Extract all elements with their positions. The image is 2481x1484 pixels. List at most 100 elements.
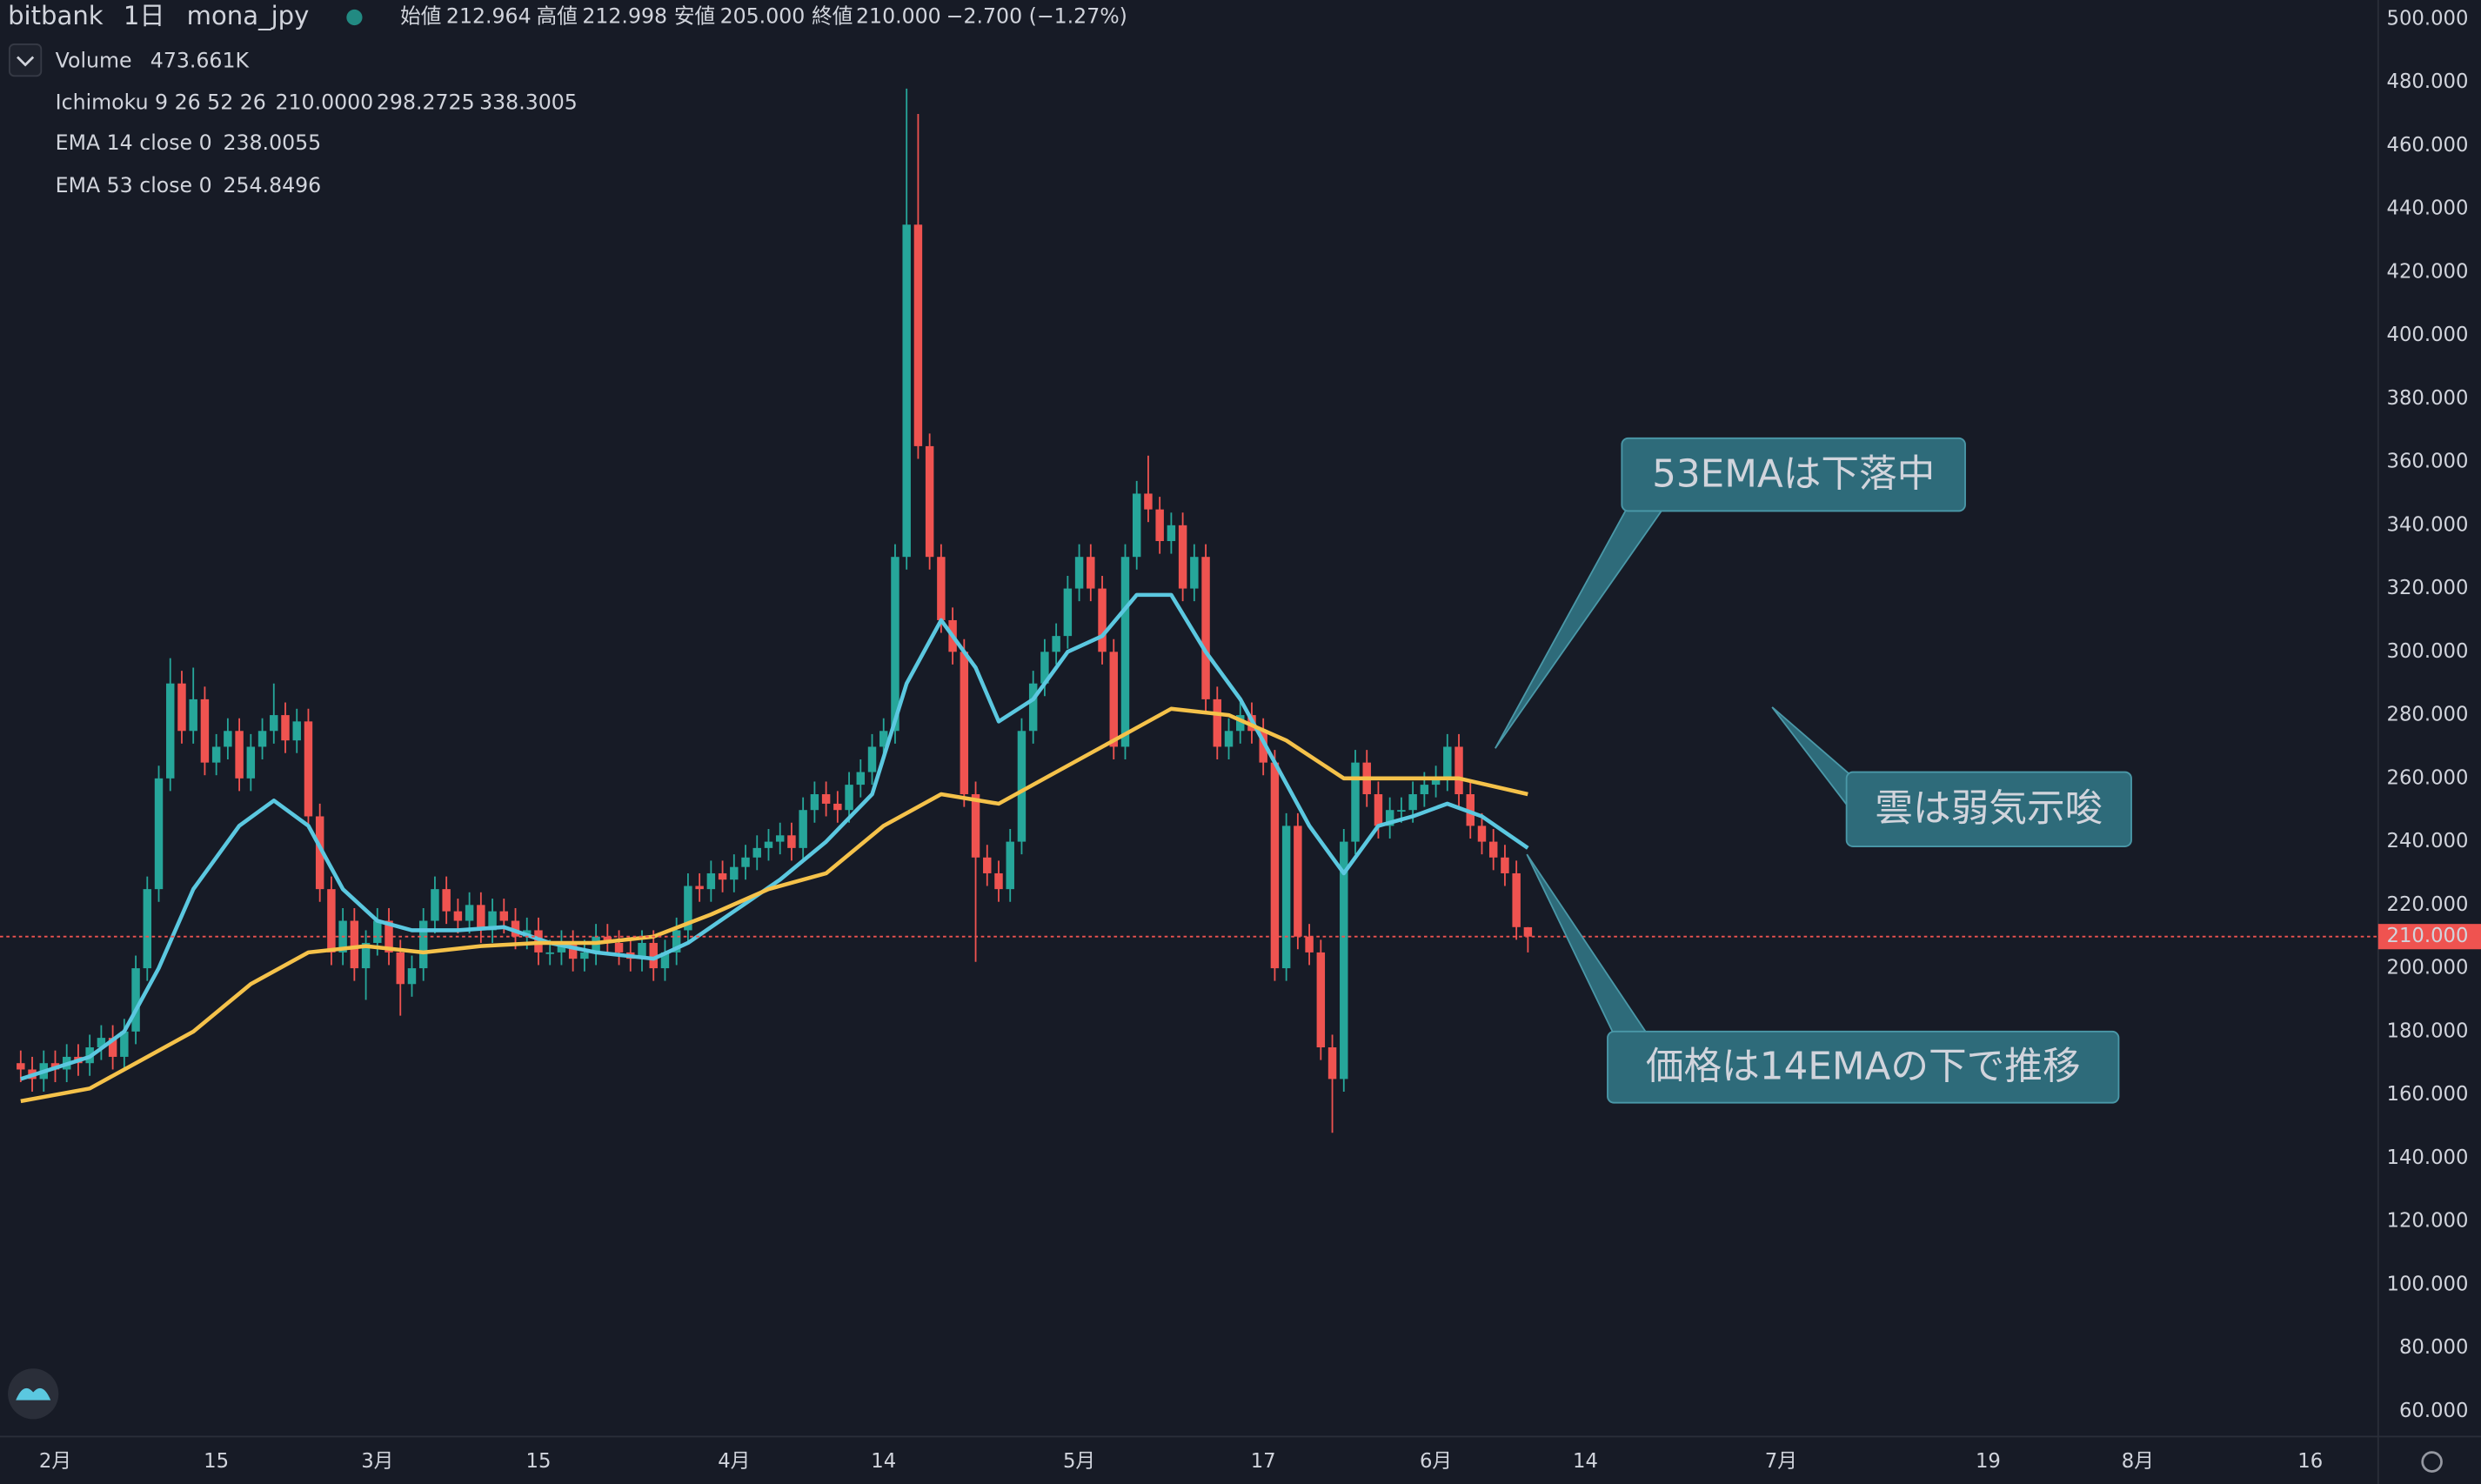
candle-body	[17, 1063, 25, 1070]
candle-body	[154, 778, 164, 890]
candle-body	[97, 1038, 106, 1048]
x-tick-label: 8月	[2122, 1450, 2154, 1473]
candle-body	[1488, 841, 1498, 858]
header-high: 212.998	[582, 4, 667, 29]
x-tick-label: 15	[204, 1450, 229, 1473]
callout-text: 雲は弱気示唆	[1875, 786, 2103, 831]
indicator-value: 210.0000	[275, 90, 373, 115]
candle-body	[684, 886, 692, 931]
price-label: 210.000	[2386, 925, 2468, 947]
header-open: 212.964	[446, 4, 532, 29]
candle-body	[1224, 731, 1234, 747]
header-exchange: bitbank	[8, 1, 104, 30]
candle-body	[418, 920, 428, 969]
x-tick-label: 14	[1573, 1450, 1598, 1473]
candle-body	[580, 952, 589, 959]
indicator-value: 298.2725	[377, 90, 475, 115]
candle-body	[856, 772, 866, 785]
y-tick-label: 320.000	[2386, 577, 2468, 599]
candle-body	[1477, 826, 1487, 842]
candle-body	[143, 889, 152, 969]
candle-body	[845, 785, 853, 811]
candle-body	[730, 866, 739, 880]
candle-body	[718, 872, 727, 880]
candle-body	[1281, 826, 1291, 969]
candle-body	[1523, 926, 1533, 937]
status-dot	[346, 9, 363, 26]
candle-body	[1270, 762, 1280, 969]
candle-body	[1443, 746, 1452, 779]
candle-body	[545, 952, 554, 954]
y-tick-label: 340.000	[2386, 513, 2468, 536]
candle-body	[442, 889, 451, 912]
y-tick-label: 180.000	[2386, 1019, 2468, 1042]
candle-body	[1259, 731, 1267, 763]
candle-body	[1374, 794, 1383, 826]
x-tick-label: 3月	[361, 1450, 393, 1473]
y-tick-label: 60.000	[2399, 1400, 2469, 1422]
settings-button[interactable]	[2421, 1451, 2443, 1473]
candle-body	[1028, 683, 1038, 732]
legend-name: EMA 53 close 0	[56, 173, 212, 197]
candle-body	[1420, 785, 1429, 795]
candle-body	[224, 731, 232, 747]
candle-body	[706, 872, 716, 890]
candle-body	[1501, 857, 1509, 873]
candle-body	[1006, 841, 1014, 890]
header-high-label: 高値	[537, 4, 578, 29]
legend-value: 254.8496	[223, 173, 321, 197]
x-tick-label: 7月	[1765, 1450, 1797, 1473]
candle-body	[1512, 872, 1521, 927]
indicator-value: 338.3005	[479, 90, 578, 115]
header-symbol: mona_jpy	[187, 1, 310, 30]
candle-body	[1431, 778, 1441, 785]
candle-body	[131, 968, 140, 1032]
candle-body	[568, 942, 578, 959]
candle-body	[396, 952, 405, 985]
header-low-label: 安値	[674, 4, 715, 29]
candle-body	[1144, 493, 1153, 510]
candle-body	[1074, 557, 1084, 589]
candle-body	[120, 1031, 129, 1057]
candle-body	[764, 841, 773, 848]
legend-name: EMA 14 close 0	[56, 130, 212, 155]
header-low: 205.000	[720, 4, 806, 29]
indicator-name: Ichimoku 9 26 52 26	[56, 90, 266, 115]
header-change: −2.700 (−1.27%)	[946, 4, 1127, 29]
candle-body	[257, 731, 267, 747]
candle-body	[189, 699, 197, 732]
collapse-button[interactable]	[9, 43, 43, 77]
candle-body	[1213, 699, 1222, 747]
header-interval: 1日	[124, 1, 165, 30]
candle-body	[361, 942, 371, 969]
candle-body	[1190, 557, 1199, 589]
candle-body	[1305, 936, 1314, 953]
candle-body	[407, 968, 417, 985]
callout-box	[1845, 771, 2132, 847]
candle-body	[1120, 557, 1130, 747]
candle-body	[891, 557, 899, 732]
y-tick-label: 160.000	[2386, 1083, 2468, 1106]
candle-body	[1316, 952, 1326, 1048]
x-tick-label: 15	[526, 1450, 552, 1473]
x-tick-label: 16	[2297, 1450, 2323, 1473]
candle-body	[741, 857, 750, 867]
y-tick-label: 280.000	[2386, 704, 2468, 726]
candle-body	[177, 683, 186, 732]
candle-body	[1098, 588, 1107, 652]
candle-body	[1408, 794, 1417, 811]
callout-text: 53EMAは下落中	[1652, 451, 1935, 496]
ema-line	[20, 706, 1528, 1104]
candle-body	[1236, 715, 1245, 732]
price-label-box	[2377, 924, 2481, 950]
candle-body	[1327, 1047, 1337, 1080]
callout-box	[1621, 437, 1966, 512]
legend-value: 238.0055	[223, 130, 321, 155]
candle-body	[373, 920, 382, 943]
indicator-value: 473.661K	[150, 48, 250, 72]
candle-body	[1132, 493, 1141, 558]
y-tick-label: 440.000	[2386, 197, 2468, 220]
candle-body	[1454, 746, 1463, 795]
x-tick-label: 2月	[39, 1450, 71, 1473]
